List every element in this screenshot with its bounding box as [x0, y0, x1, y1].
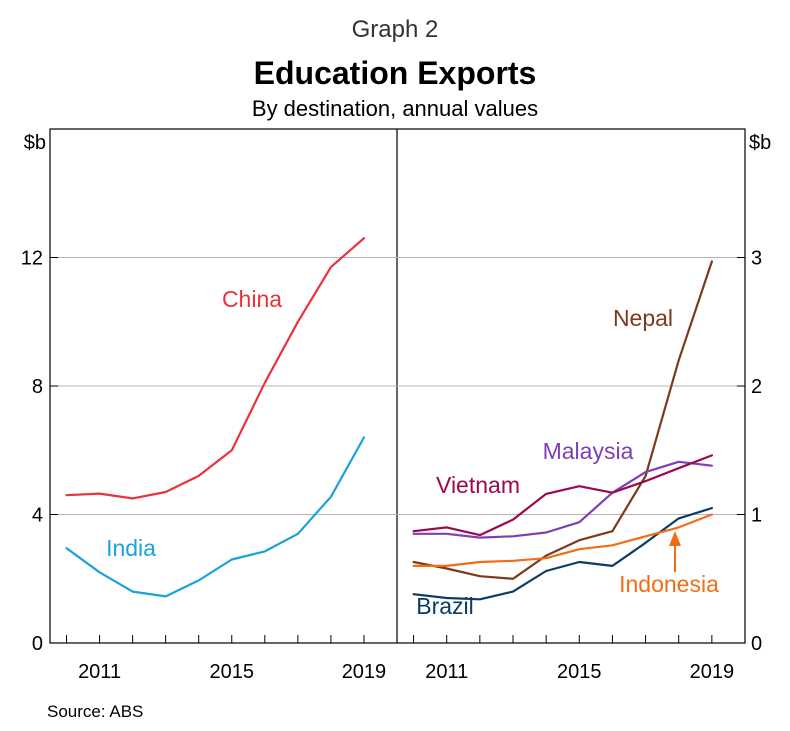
x-tick-label: 2011	[425, 661, 468, 683]
series-line-nepal	[412, 260, 714, 580]
y-tick-label-left: 4	[32, 505, 43, 527]
series-label-nepal: Nepal	[613, 305, 673, 331]
x-tick-label: 2015	[210, 661, 255, 683]
series-label-vietnam: Vietnam	[436, 472, 520, 498]
unit-label-left: $b	[24, 132, 46, 154]
source-note: Source: ABS	[47, 702, 144, 721]
x-tick-label: 2011	[78, 661, 121, 683]
series-label-brazil: Brazil	[416, 593, 474, 619]
series-line-vietnam	[412, 454, 714, 537]
x-tick-label: 2019	[690, 661, 735, 683]
y-tick-label-left: 0	[32, 633, 43, 655]
x-tick-label: 2019	[342, 661, 387, 683]
series-line-indonesia	[412, 513, 714, 568]
chart-title: Education Exports	[253, 55, 537, 91]
graph-number: Graph 2	[351, 16, 439, 43]
y-tick-label-right: 2	[751, 376, 762, 398]
series-line-brazil	[412, 507, 714, 601]
x-tick-label: 2015	[557, 661, 602, 683]
y-tick-label-right: 0	[751, 633, 762, 655]
chart-subtitle: By destination, annual values	[251, 96, 539, 121]
y-tick-label-left: 8	[32, 376, 43, 398]
series-label-malaysia: Malaysia	[543, 438, 634, 464]
y-tick-label-right: 1	[751, 505, 762, 527]
unit-label-right: $b	[749, 132, 771, 154]
series-line-india	[65, 436, 366, 598]
series-label-indonesia: Indonesia	[619, 571, 719, 597]
series-line-malaysia	[412, 460, 714, 539]
series-line-china	[65, 237, 366, 500]
series-label-india: India	[106, 535, 156, 561]
y-tick-label-right: 3	[751, 248, 762, 270]
series-label-china: China	[222, 286, 282, 312]
indonesia-arrow-head	[669, 531, 681, 546]
y-tick-label-left: 12	[21, 248, 43, 270]
